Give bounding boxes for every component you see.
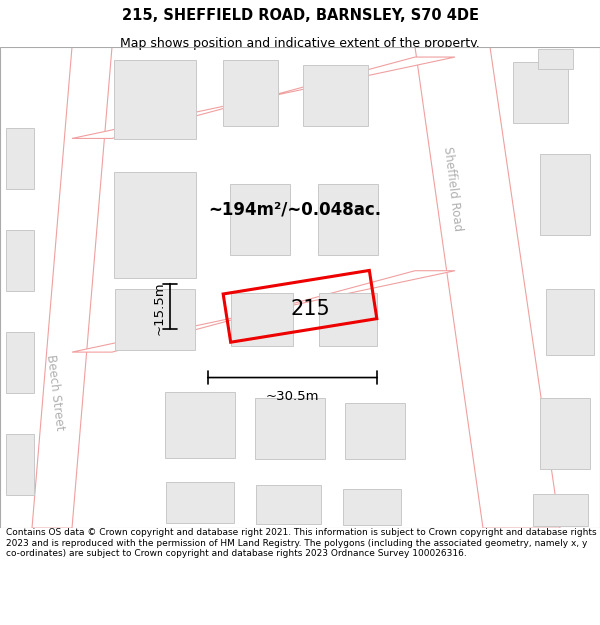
Polygon shape — [302, 65, 367, 126]
Polygon shape — [343, 489, 401, 524]
Text: 215, SHEFFIELD ROAD, BARNSLEY, S70 4DE: 215, SHEFFIELD ROAD, BARNSLEY, S70 4DE — [121, 8, 479, 23]
Polygon shape — [166, 482, 234, 523]
Polygon shape — [345, 404, 405, 459]
Text: Contains OS data © Crown copyright and database right 2021. This information is : Contains OS data © Crown copyright and d… — [6, 528, 596, 558]
Text: ~194m²/~0.048ac.: ~194m²/~0.048ac. — [208, 201, 382, 219]
Polygon shape — [256, 486, 320, 524]
Polygon shape — [114, 171, 196, 278]
Text: ~15.5m: ~15.5m — [153, 281, 166, 335]
Polygon shape — [319, 293, 377, 346]
Text: 215: 215 — [290, 299, 330, 319]
Polygon shape — [32, 47, 112, 528]
Polygon shape — [540, 398, 590, 469]
Polygon shape — [415, 47, 560, 528]
Polygon shape — [115, 289, 195, 350]
Polygon shape — [165, 392, 235, 458]
Polygon shape — [6, 230, 34, 291]
Text: Sheffield Road: Sheffield Road — [442, 146, 464, 232]
Polygon shape — [6, 332, 34, 392]
Text: Map shows position and indicative extent of the property.: Map shows position and indicative extent… — [120, 36, 480, 49]
Polygon shape — [230, 184, 290, 256]
Polygon shape — [6, 128, 34, 189]
Polygon shape — [72, 57, 455, 139]
Polygon shape — [255, 398, 325, 459]
Polygon shape — [231, 293, 293, 346]
Polygon shape — [72, 271, 455, 352]
Polygon shape — [538, 49, 572, 69]
Polygon shape — [6, 434, 34, 494]
Text: ~30.5m: ~30.5m — [266, 390, 319, 402]
Polygon shape — [223, 59, 277, 126]
Text: Beech Street: Beech Street — [44, 354, 66, 431]
Polygon shape — [533, 494, 587, 526]
Polygon shape — [546, 289, 594, 354]
Polygon shape — [540, 154, 590, 235]
Polygon shape — [318, 184, 378, 256]
Polygon shape — [114, 60, 196, 139]
Polygon shape — [512, 62, 568, 123]
